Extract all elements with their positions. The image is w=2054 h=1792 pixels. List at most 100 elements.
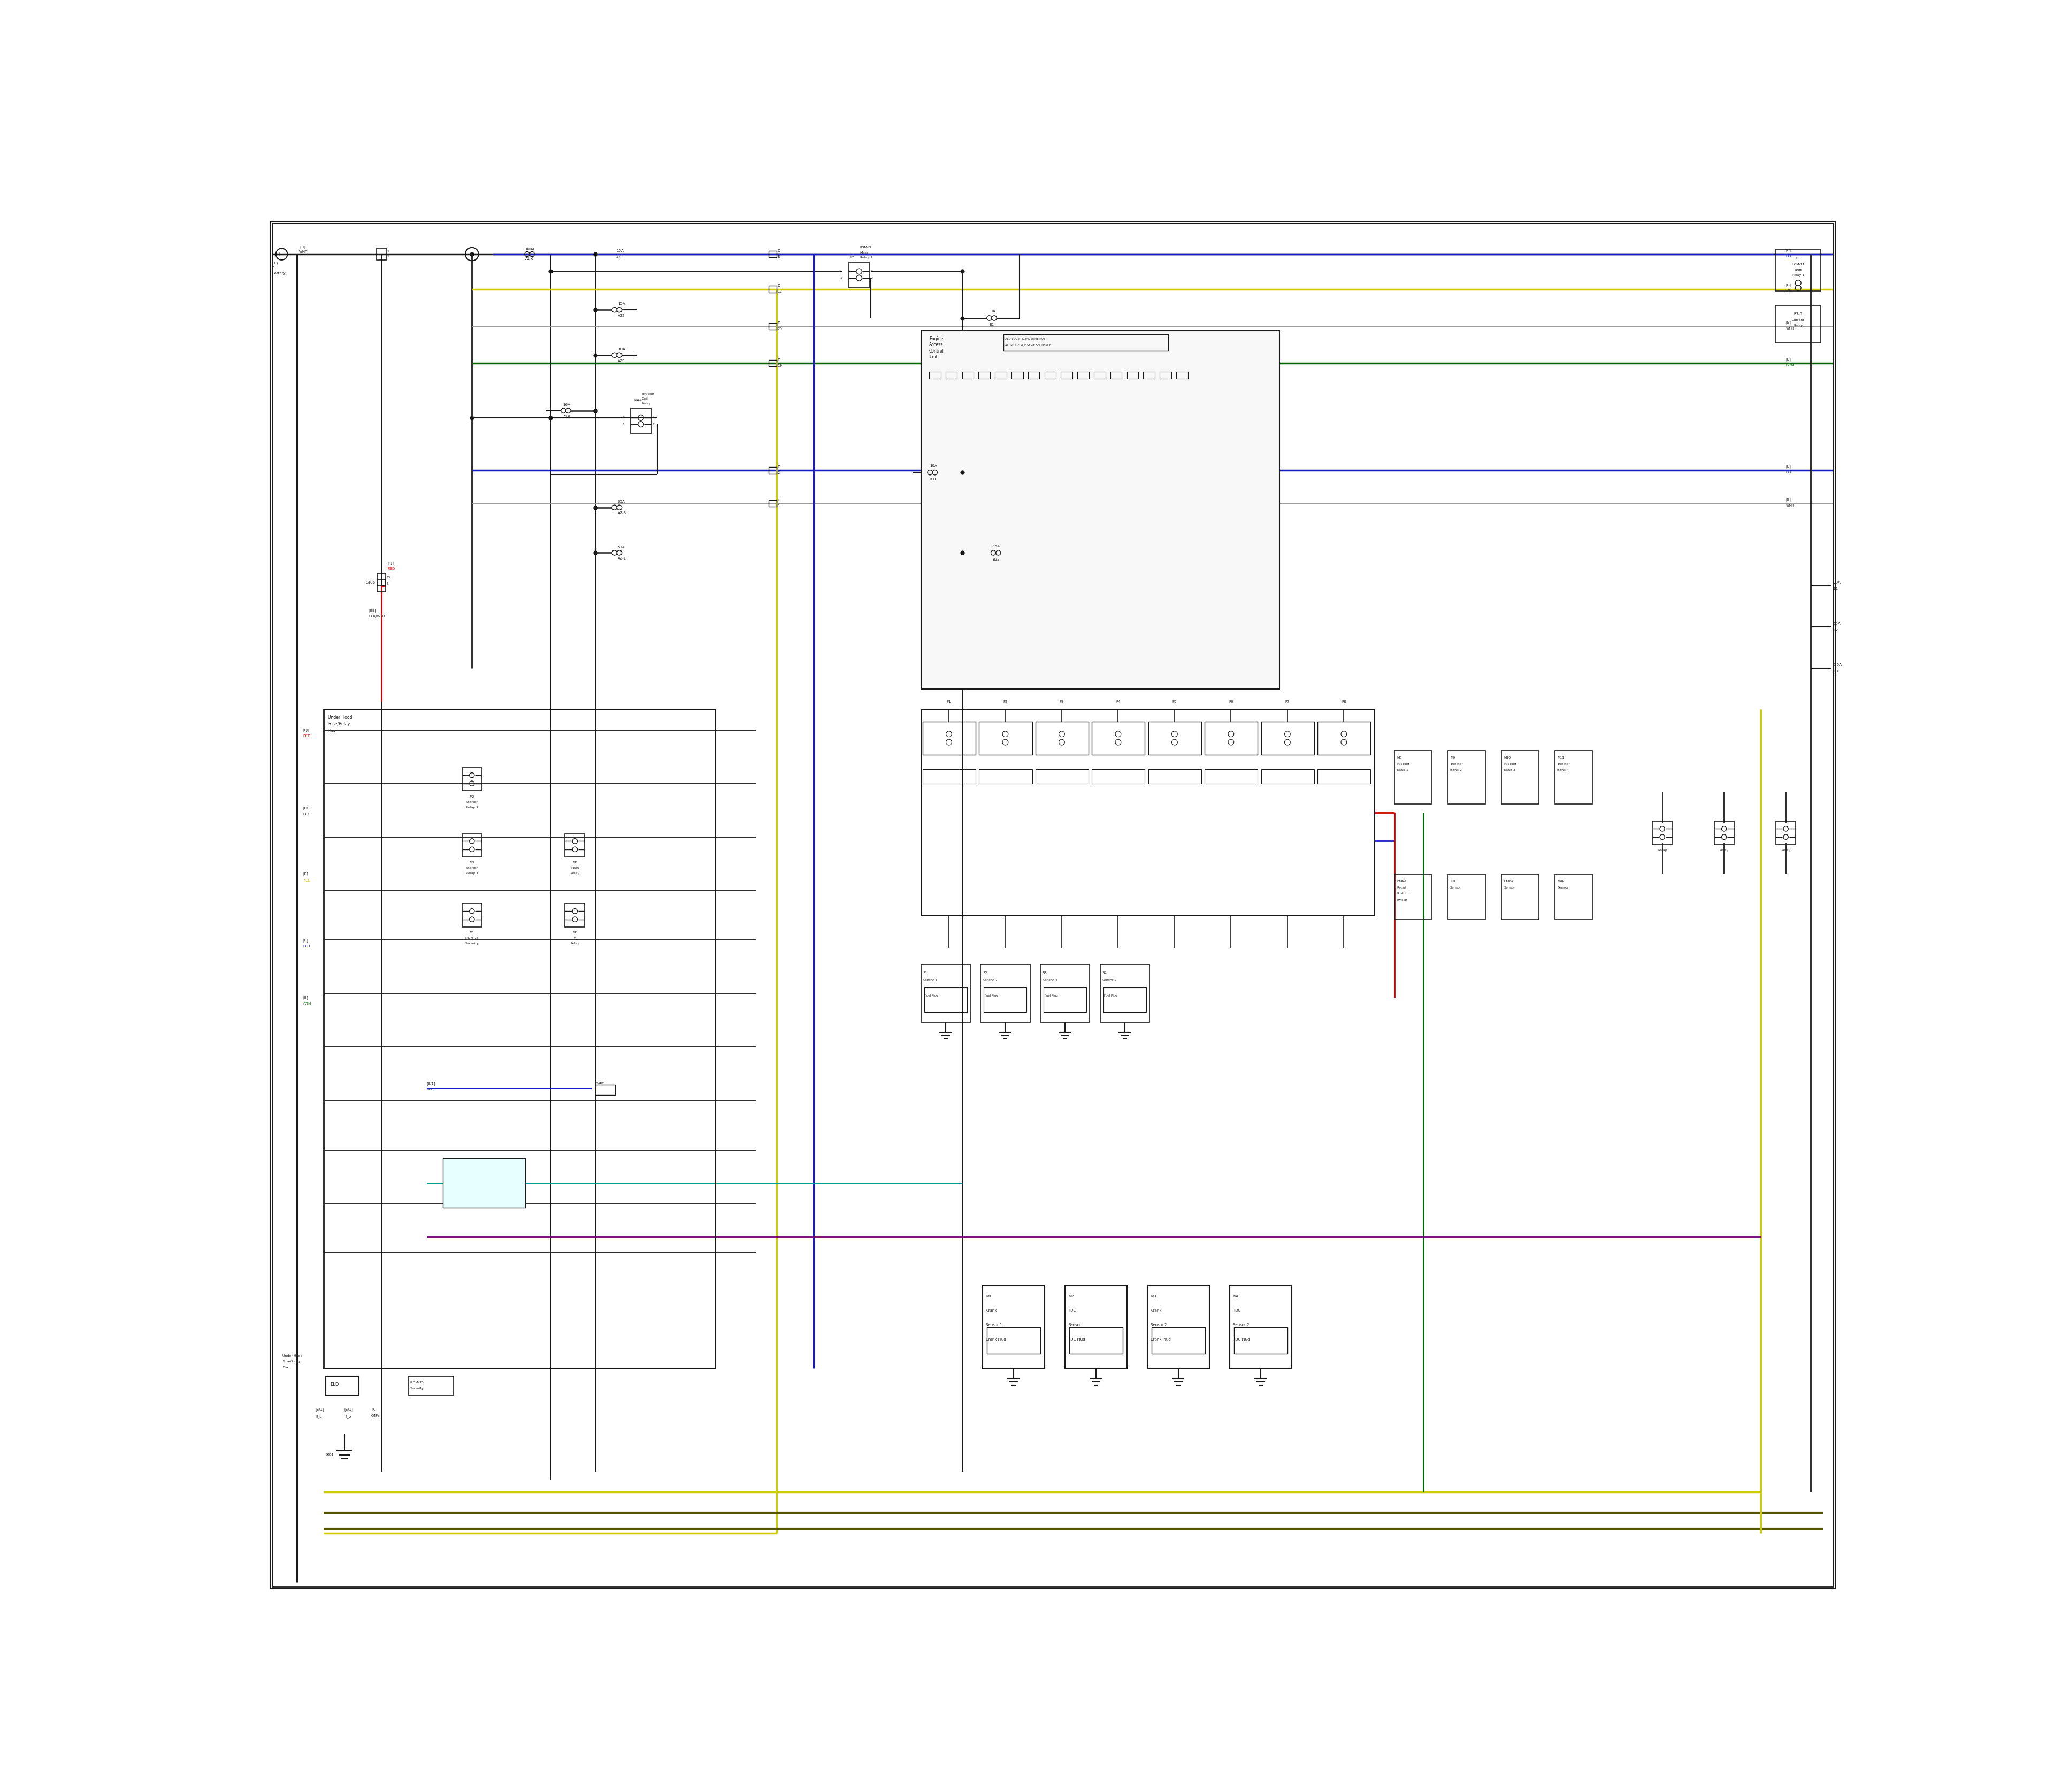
- Bar: [994, 371, 1006, 378]
- Text: A21: A21: [616, 256, 622, 260]
- Bar: [980, 964, 1029, 1023]
- Bar: [768, 360, 776, 367]
- Bar: [922, 722, 976, 754]
- Text: Security: Security: [411, 1387, 423, 1391]
- Bar: [444, 1158, 526, 1208]
- Text: Injector: Injector: [1557, 763, 1569, 765]
- Text: BLU: BLU: [427, 1088, 433, 1091]
- Text: Engine: Engine: [928, 337, 943, 340]
- Text: D: D: [778, 285, 781, 287]
- Text: A1-6: A1-6: [526, 258, 534, 260]
- Bar: [924, 987, 967, 1012]
- Bar: [1234, 1328, 1288, 1355]
- Bar: [768, 287, 776, 292]
- Text: 2: 2: [653, 423, 655, 426]
- Bar: [848, 262, 869, 287]
- Text: Crank Plug: Crank Plug: [1150, 1339, 1171, 1340]
- Bar: [1002, 335, 1169, 351]
- Text: [EE]: [EE]: [304, 806, 310, 810]
- Text: A16: A16: [563, 416, 571, 418]
- Bar: [1230, 1287, 1292, 1369]
- Text: P2: P2: [1002, 701, 1009, 704]
- Text: 8: 8: [778, 254, 781, 258]
- Text: Y_S: Y_S: [345, 1414, 351, 1417]
- Text: Relay: Relay: [1658, 849, 1668, 851]
- Text: [EE]: [EE]: [370, 609, 376, 613]
- Text: TDC: TDC: [1068, 1310, 1076, 1312]
- Text: [E]: [E]: [1785, 498, 1791, 502]
- Text: M44: M44: [635, 400, 643, 401]
- Bar: [1555, 874, 1592, 919]
- Text: [E]: [E]: [1785, 464, 1791, 468]
- Bar: [325, 710, 715, 1369]
- Bar: [596, 1084, 616, 1095]
- Text: Relay: Relay: [571, 873, 579, 874]
- Bar: [565, 833, 585, 857]
- Text: BLK/WHT: BLK/WHT: [370, 615, 386, 618]
- Text: Access: Access: [928, 342, 943, 348]
- Text: GRN: GRN: [304, 1002, 312, 1005]
- Bar: [1043, 987, 1087, 1012]
- Bar: [1062, 371, 1072, 378]
- Text: M8: M8: [1397, 756, 1401, 760]
- Text: 7.5A: 7.5A: [1832, 663, 1842, 667]
- Bar: [1448, 874, 1485, 919]
- Text: D: D: [778, 321, 781, 324]
- Text: B2: B2: [990, 323, 994, 326]
- Text: B2: B2: [1832, 629, 1838, 633]
- Text: Bank 1: Bank 1: [1397, 769, 1409, 772]
- Text: 19: 19: [778, 364, 783, 367]
- Bar: [980, 769, 1031, 783]
- Text: A29: A29: [618, 358, 624, 362]
- Text: B31: B31: [930, 477, 937, 480]
- Text: [E]: [E]: [1785, 283, 1791, 287]
- Text: [EI]: [EI]: [300, 246, 306, 249]
- Bar: [768, 468, 776, 473]
- Text: 1: 1: [273, 267, 275, 271]
- Text: Fuel Plug: Fuel Plug: [1105, 995, 1117, 996]
- Text: D: D: [778, 358, 781, 362]
- Text: TDC: TDC: [1232, 1310, 1241, 1312]
- Bar: [1555, 751, 1592, 805]
- Text: Crank: Crank: [1504, 880, 1514, 883]
- Bar: [920, 964, 969, 1023]
- Text: 10A: 10A: [1832, 581, 1840, 584]
- Text: Fuel Plug: Fuel Plug: [1043, 995, 1058, 996]
- Bar: [1317, 769, 1370, 783]
- Bar: [1101, 964, 1150, 1023]
- Text: S2: S2: [982, 971, 988, 975]
- Bar: [1027, 371, 1039, 378]
- Text: Position: Position: [1397, 892, 1409, 896]
- Bar: [1011, 371, 1023, 378]
- Text: Sensor: Sensor: [1557, 887, 1569, 889]
- Bar: [1501, 874, 1538, 919]
- Text: Crank: Crank: [1150, 1310, 1163, 1312]
- Text: Relay 1: Relay 1: [466, 873, 479, 874]
- Text: [EJ]: [EJ]: [388, 561, 394, 564]
- Text: 1: 1: [840, 276, 842, 280]
- Bar: [1095, 371, 1105, 378]
- Bar: [1039, 964, 1091, 1023]
- Text: Security: Security: [464, 943, 479, 944]
- Text: D: D: [778, 466, 781, 470]
- Bar: [922, 769, 976, 783]
- Text: Sensor 2: Sensor 2: [1232, 1324, 1249, 1326]
- Text: Sensor 1: Sensor 1: [922, 978, 937, 982]
- Text: 100A: 100A: [524, 247, 534, 251]
- Text: R7-5: R7-5: [1793, 312, 1803, 315]
- Text: ELD: ELD: [331, 1382, 339, 1387]
- Text: [E/1]: [E/1]: [427, 1082, 435, 1086]
- Text: Crank: Crank: [986, 1310, 996, 1312]
- Text: M1: M1: [470, 932, 474, 934]
- Text: Fuse/Relay: Fuse/Relay: [329, 722, 349, 726]
- Text: 4: 4: [653, 416, 655, 419]
- Text: B1: B1: [1832, 588, 1838, 591]
- Text: S3: S3: [1041, 971, 1048, 975]
- Text: [E]: [E]: [304, 939, 308, 943]
- Text: B22: B22: [992, 557, 1000, 561]
- Text: P6: P6: [1228, 701, 1232, 704]
- Bar: [462, 903, 483, 926]
- Text: A2-1: A2-1: [618, 557, 626, 561]
- Text: 1: 1: [386, 254, 388, 258]
- Text: TDC Plug: TDC Plug: [1232, 1339, 1251, 1340]
